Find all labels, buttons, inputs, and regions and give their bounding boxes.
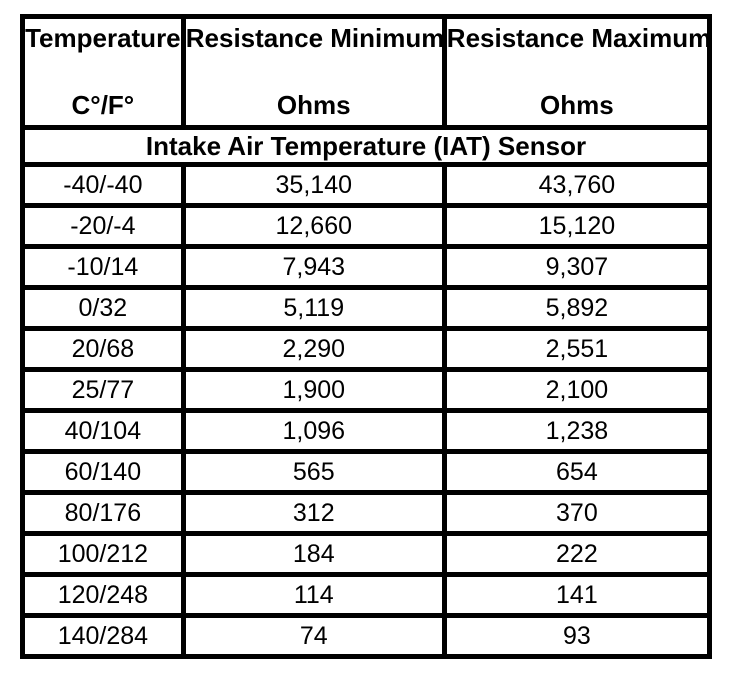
table-row: 25/77 1,900 2,100: [20, 367, 713, 413]
cell-temperature: 80/176: [20, 490, 186, 536]
table-row: 20/68 2,290 2,551: [20, 326, 713, 372]
header-temperature-unit: C°/F°: [71, 90, 135, 121]
cell-resistance-max: 9,307: [441, 244, 713, 290]
cell-resistance-min: 2,290: [180, 326, 447, 372]
table-row: 120/248 114 141: [20, 572, 713, 618]
table-row: -10/14 7,943 9,307: [20, 244, 713, 290]
cell-resistance-min: 565: [180, 449, 447, 495]
cell-temperature: 60/140: [20, 449, 186, 495]
section-row: Intake Air Temperature (IAT) Sensor: [20, 125, 712, 167]
header-row: Temperature C°/F° Resistance Minimum Ohm…: [20, 14, 713, 130]
table-row: 40/104 1,096 1,238: [20, 408, 713, 454]
cell-resistance-min: 35,140: [180, 162, 447, 208]
section-title: Intake Air Temperature (IAT) Sensor: [20, 125, 712, 167]
header-resistance-maximum-title: Resistance Maximum: [446, 23, 710, 53]
table-row: 60/140 565 654: [20, 449, 713, 495]
cell-temperature: 140/284: [20, 613, 186, 659]
cell-resistance-min: 7,943: [180, 244, 447, 290]
header-resistance-maximum-unit: Ohms: [540, 90, 614, 121]
iat-sensor-resistance-table: Temperature C°/F° Resistance Minimum Ohm…: [20, 14, 713, 659]
cell-resistance-max: 43,760: [441, 162, 713, 208]
cell-temperature: 0/32: [20, 285, 186, 331]
cell-temperature: -20/-4: [20, 203, 186, 249]
cell-resistance-max: 370: [441, 490, 713, 536]
cell-temperature: 20/68: [20, 326, 186, 372]
cell-temperature: 100/212: [20, 531, 186, 577]
cell-resistance-max: 2,551: [441, 326, 713, 372]
table-row: 100/212 184 222: [20, 531, 713, 577]
cell-resistance-max: 222: [441, 531, 713, 577]
cell-resistance-max: 15,120: [441, 203, 713, 249]
cell-temperature: 120/248: [20, 572, 186, 618]
cell-resistance-min: 1,096: [180, 408, 447, 454]
cell-resistance-min: 12,660: [180, 203, 447, 249]
header-resistance-minimum: Resistance Minimum Ohms: [180, 14, 447, 130]
table-row: 80/176 312 370: [20, 490, 713, 536]
header-resistance-maximum: Resistance Maximum Ohms: [441, 14, 713, 130]
cell-resistance-max: 2,100: [441, 367, 713, 413]
cell-temperature: 40/104: [20, 408, 186, 454]
header-resistance-minimum-unit: Ohms: [276, 90, 351, 121]
cell-resistance-min: 114: [180, 572, 447, 618]
header-temperature: Temperature C°/F°: [20, 14, 186, 130]
cell-resistance-max: 93: [441, 613, 713, 659]
cell-temperature: 25/77: [20, 367, 186, 413]
cell-resistance-min: 1,900: [180, 367, 447, 413]
cell-resistance-min: 312: [180, 490, 447, 536]
cell-resistance-min: 184: [180, 531, 447, 577]
cell-temperature: -10/14: [20, 244, 186, 290]
cell-resistance-max: 141: [441, 572, 713, 618]
cell-temperature: -40/-40: [20, 162, 186, 208]
cell-resistance-max: 5,892: [441, 285, 713, 331]
header-temperature-title: Temperature: [25, 23, 181, 53]
table-row: -40/-40 35,140 43,760: [20, 162, 713, 208]
cell-resistance-max: 1,238: [441, 408, 713, 454]
cell-resistance-min: 74: [180, 613, 447, 659]
table-row: 140/284 74 93: [20, 613, 713, 659]
cell-resistance-min: 5,119: [180, 285, 447, 331]
cell-resistance-max: 654: [441, 449, 713, 495]
table-row: 0/32 5,119 5,892: [20, 285, 713, 331]
table-row: -20/-4 12,660 15,120: [20, 203, 713, 249]
header-resistance-minimum-title: Resistance Minimum: [185, 23, 445, 53]
